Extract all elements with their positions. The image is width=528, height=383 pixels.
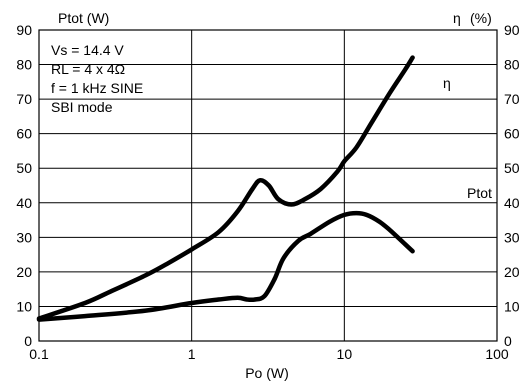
right-y-axis-title-unit: (%) (470, 10, 492, 26)
x-tick-labels: 0.1 1 10 100 (29, 346, 509, 362)
x-tick-label: 10 (337, 346, 353, 362)
left-y-tick-label: 90 (16, 22, 32, 38)
annotation-line-vs: Vs = 14.4 V (51, 42, 124, 58)
annotation-line-rl: RL = 4 x 4Ω (51, 61, 125, 77)
annotation-line-mode: SBI mode (51, 99, 113, 115)
right-y-tick-label: 90 (504, 22, 520, 38)
left-y-axis-title: Ptot (W) (58, 10, 109, 26)
ptot-series-line (36, 210, 415, 322)
series-label-ptot: Ptot (467, 185, 492, 201)
left-y-tick-label: 10 (16, 298, 32, 314)
left-y-tick-label: 80 (16, 57, 32, 73)
x-axis-title: Po (W) (245, 365, 289, 381)
right-y-tick-label: 0 (504, 333, 512, 349)
plot-frame (38, 29, 498, 342)
right-y-tick-label: 40 (504, 195, 520, 211)
left-y-tick-label: 60 (16, 126, 32, 142)
x-tick-label: 0.1 (29, 346, 49, 362)
left-y-tick-label: 50 (16, 160, 32, 176)
right-y-axis-title-symbol: η (453, 10, 461, 26)
right-y-tick-label: 50 (504, 160, 520, 176)
left-y-tick-label: 70 (16, 91, 32, 107)
grid-lines (39, 30, 497, 341)
left-y-tick-label: 40 (16, 195, 32, 211)
right-y-tick-label: 20 (504, 264, 520, 280)
right-y-tick-label: 10 (504, 298, 520, 314)
left-y-tick-label: 20 (16, 264, 32, 280)
left-y-tick-labels: 0 10 20 30 40 50 60 70 80 90 (16, 22, 32, 349)
left-y-tick-label: 0 (24, 333, 32, 349)
series-label-eta: η (443, 75, 451, 91)
annotation-line-freq: f = 1 kHz SINE (51, 80, 143, 96)
right-y-tick-label: 70 (504, 91, 520, 107)
x-tick-label: 100 (485, 346, 509, 362)
eta-series-line (36, 55, 415, 321)
right-y-tick-label: 30 (504, 229, 520, 245)
right-y-tick-label: 80 (504, 57, 520, 73)
x-tick-label: 1 (188, 346, 196, 362)
series-lines (36, 55, 415, 322)
right-y-tick-labels: 0 10 20 30 40 50 60 70 80 90 (504, 22, 520, 349)
left-y-tick-label: 30 (16, 229, 32, 245)
right-y-tick-label: 60 (504, 126, 520, 142)
